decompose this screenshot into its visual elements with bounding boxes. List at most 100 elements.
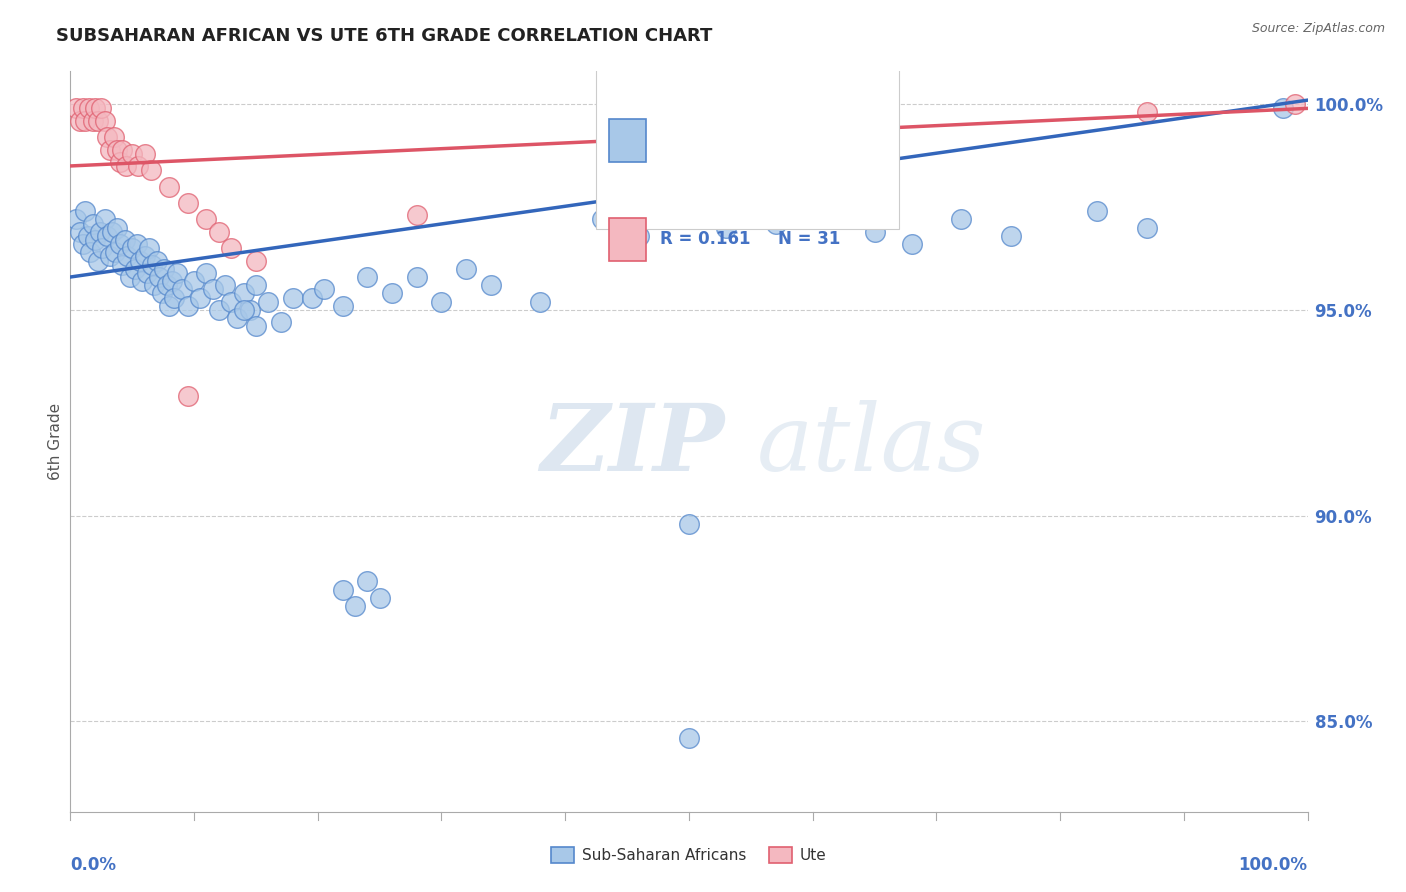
Point bbox=[141, 258, 163, 272]
Point bbox=[138, 241, 160, 255]
Point bbox=[301, 291, 323, 305]
Point bbox=[245, 319, 267, 334]
Point bbox=[111, 258, 134, 272]
Point bbox=[678, 212, 700, 227]
Point bbox=[77, 101, 100, 115]
Point bbox=[814, 192, 837, 206]
Text: R = 0.256: R = 0.256 bbox=[661, 132, 751, 150]
Point bbox=[98, 250, 121, 264]
Point bbox=[128, 253, 150, 268]
Point bbox=[90, 101, 112, 115]
Point bbox=[765, 217, 787, 231]
Point bbox=[136, 266, 159, 280]
Point bbox=[134, 146, 156, 161]
Point bbox=[69, 113, 91, 128]
Point bbox=[69, 225, 91, 239]
Point bbox=[232, 302, 254, 317]
Point bbox=[114, 233, 136, 247]
Point bbox=[479, 278, 502, 293]
Point bbox=[332, 582, 354, 597]
Point bbox=[86, 253, 108, 268]
Point bbox=[146, 253, 169, 268]
Point bbox=[118, 270, 141, 285]
Point bbox=[121, 241, 143, 255]
Point bbox=[740, 200, 762, 214]
Bar bbox=[609, 218, 645, 260]
Point bbox=[188, 291, 211, 305]
Point bbox=[214, 278, 236, 293]
Point bbox=[356, 270, 378, 285]
Point bbox=[628, 228, 651, 243]
Text: Source: ZipAtlas.com: Source: ZipAtlas.com bbox=[1251, 22, 1385, 36]
Bar bbox=[609, 120, 645, 162]
Point bbox=[678, 516, 700, 531]
Point bbox=[82, 113, 104, 128]
Point bbox=[101, 225, 124, 239]
Point bbox=[356, 574, 378, 589]
Text: N = 85: N = 85 bbox=[778, 132, 841, 150]
Point bbox=[201, 282, 224, 296]
Point bbox=[332, 299, 354, 313]
Point bbox=[84, 233, 107, 247]
Point bbox=[75, 113, 97, 128]
Point bbox=[75, 204, 97, 219]
Point bbox=[245, 278, 267, 293]
Text: atlas: atlas bbox=[756, 401, 987, 491]
Point bbox=[219, 294, 242, 309]
Point bbox=[72, 237, 94, 252]
Point bbox=[1085, 204, 1108, 219]
Point bbox=[368, 591, 391, 605]
Point bbox=[281, 291, 304, 305]
Point bbox=[166, 266, 188, 280]
Point bbox=[257, 294, 280, 309]
Legend: Sub-Saharan Africans, Ute: Sub-Saharan Africans, Ute bbox=[544, 839, 834, 871]
Point bbox=[195, 266, 218, 280]
Point bbox=[82, 217, 104, 231]
Point bbox=[157, 299, 180, 313]
Point bbox=[456, 261, 478, 276]
Point bbox=[239, 302, 262, 317]
Point bbox=[183, 274, 205, 288]
Text: R = 0.161: R = 0.161 bbox=[661, 230, 751, 248]
Point bbox=[105, 143, 128, 157]
Point bbox=[139, 163, 162, 178]
Point bbox=[91, 241, 114, 255]
Point bbox=[94, 113, 117, 128]
Point bbox=[219, 241, 242, 255]
Point bbox=[134, 250, 156, 264]
Point bbox=[108, 154, 131, 169]
Point bbox=[111, 143, 134, 157]
Point bbox=[177, 389, 200, 403]
Point bbox=[115, 159, 138, 173]
Point bbox=[1284, 97, 1306, 112]
Point bbox=[405, 208, 427, 222]
Point bbox=[157, 179, 180, 194]
Point bbox=[79, 245, 101, 260]
Text: 100.0%: 100.0% bbox=[1239, 856, 1308, 874]
Point bbox=[94, 212, 117, 227]
Point bbox=[208, 225, 231, 239]
Point bbox=[124, 261, 146, 276]
Point bbox=[343, 599, 366, 613]
Point bbox=[115, 250, 138, 264]
Text: 0.0%: 0.0% bbox=[70, 856, 117, 874]
Point bbox=[105, 220, 128, 235]
Point bbox=[430, 294, 453, 309]
Point bbox=[529, 294, 551, 309]
Point bbox=[900, 237, 922, 252]
Point bbox=[863, 225, 886, 239]
Point bbox=[103, 130, 125, 145]
Point bbox=[98, 143, 121, 157]
Point bbox=[65, 212, 87, 227]
Point bbox=[170, 282, 193, 296]
Point bbox=[86, 113, 108, 128]
Point bbox=[143, 278, 166, 293]
Point bbox=[65, 101, 87, 115]
Point bbox=[1136, 220, 1159, 235]
Point bbox=[127, 159, 149, 173]
Point bbox=[232, 286, 254, 301]
Point bbox=[678, 731, 700, 745]
Y-axis label: 6th Grade: 6th Grade bbox=[48, 403, 63, 480]
Point bbox=[714, 220, 737, 235]
Point bbox=[72, 101, 94, 115]
